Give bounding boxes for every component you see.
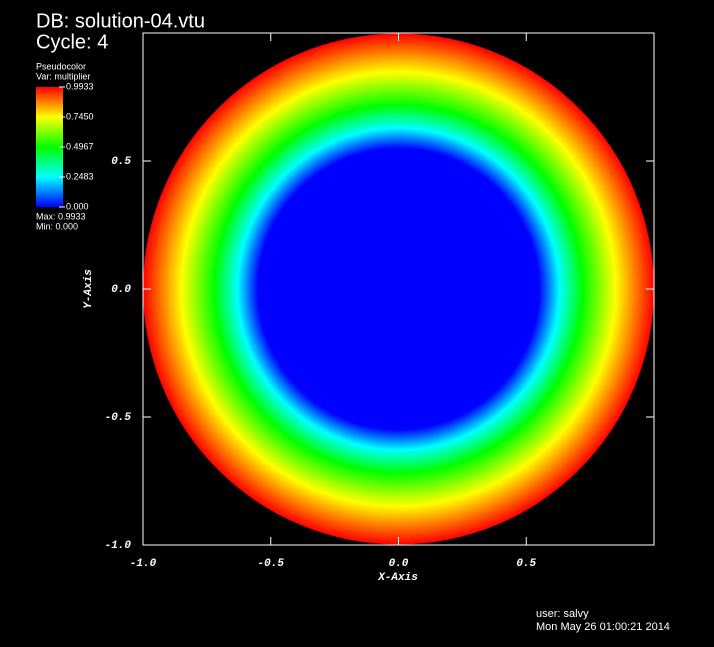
x-tick-label: -0.5 xyxy=(258,558,285,570)
disk xyxy=(143,33,654,545)
x-axis-label: X-Axis xyxy=(377,572,418,584)
y-tick-label: 0.5 xyxy=(111,156,131,168)
cycle: Cycle: 4 xyxy=(36,31,108,53)
colorbar-label: 0.2483 xyxy=(66,171,94,181)
colorbar-label: 0.9933 xyxy=(66,81,94,91)
y-tick-label: -0.5 xyxy=(105,412,132,424)
y-axis-label: Y-Axis xyxy=(83,269,95,309)
colorbar-label: 0.000 xyxy=(66,201,89,211)
db-title: DB: solution-04.vtu xyxy=(36,10,205,32)
colorbar-label: 0.7450 xyxy=(66,111,94,121)
x-tick-label: -1.0 xyxy=(130,558,157,570)
colorbar xyxy=(36,87,63,207)
max-label: Max: 0.9933 xyxy=(36,211,86,221)
x-tick-label: 0.0 xyxy=(389,558,409,570)
y-tick-label: 0.0 xyxy=(111,284,131,296)
colorbar-label: 0.4967 xyxy=(66,141,94,151)
min-label: Min: 0.000 xyxy=(36,221,78,231)
x-tick-label: 0.5 xyxy=(516,558,536,570)
user: user: salvy xyxy=(536,608,589,620)
variable: Var: multiplier xyxy=(36,71,90,81)
date: Mon May 26 01:00:21 2014 xyxy=(536,621,670,633)
y-tick-label: -1.0 xyxy=(105,540,132,552)
plot-name: Pseudocolor xyxy=(36,61,86,71)
